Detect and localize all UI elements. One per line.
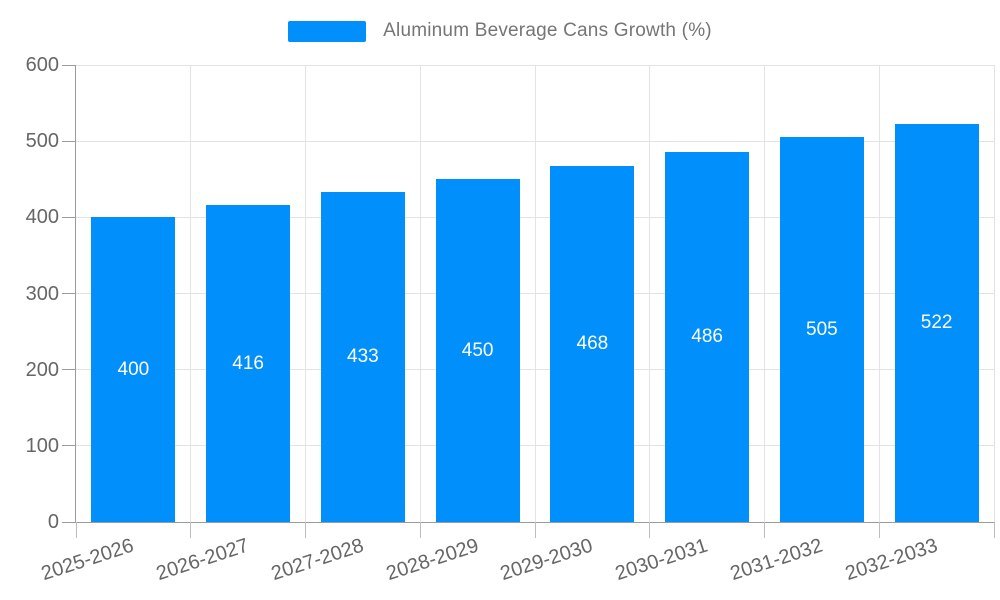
gridline-vertical	[993, 65, 995, 522]
y-axis-tick	[62, 521, 75, 523]
bar-data-label: 416	[232, 352, 264, 374]
x-axis-tick	[534, 522, 536, 538]
bar[interactable]: 522	[894, 124, 979, 522]
bar[interactable]: 400	[91, 217, 176, 522]
bar-data-label: 468	[576, 332, 609, 354]
bar-data-label: 486	[691, 325, 723, 347]
bar[interactable]: 450	[435, 179, 520, 522]
bar-data-label: 505	[806, 318, 838, 340]
y-axis-tick	[62, 445, 75, 447]
plot-area: 0 100 200 300 400 500 600 400 2025-2026 416 2026-2…	[26, 55, 995, 585]
bar-data-label: 400	[117, 358, 150, 380]
gridline-vertical	[419, 65, 421, 522]
gridline-vertical	[534, 65, 536, 522]
y-axis-tick-label: 200	[25, 358, 59, 381]
x-axis-tick	[419, 522, 421, 538]
x-axis-tick	[649, 522, 651, 538]
gridline-vertical	[305, 65, 306, 522]
legend[interactable]: Aluminum Beverage Cans Growth (%)	[0, 20, 1000, 42]
x-axis-tick	[75, 522, 77, 538]
legend-swatch-icon	[288, 20, 367, 42]
gridline-vertical	[190, 65, 192, 522]
y-axis-tick	[62, 293, 75, 294]
bar-data-label: 433	[347, 346, 379, 368]
bar[interactable]: 468	[550, 165, 635, 522]
bar-data-label: 522	[920, 312, 953, 334]
bar[interactable]: 416	[206, 205, 291, 522]
y-axis-tick-label: 600	[25, 54, 59, 76]
bar-data-label: 450	[461, 339, 494, 361]
y-axis-tick	[62, 369, 75, 371]
x-axis-tick	[764, 522, 765, 538]
gridline-vertical	[649, 65, 651, 522]
y-axis-tick	[62, 64, 75, 66]
bar[interactable]: 486	[665, 151, 750, 522]
x-axis-tick	[305, 522, 306, 538]
y-axis-tick-label: 400	[25, 206, 59, 229]
y-axis-tick	[62, 140, 75, 142]
y-axis-tick-label: 100	[25, 434, 59, 457]
legend-series-label: Aluminum Beverage Cans Growth (%)	[383, 20, 712, 41]
y-axis-tick-label: 300	[25, 282, 59, 305]
gridline-vertical	[878, 65, 880, 522]
bar[interactable]: 433	[320, 192, 405, 522]
y-axis-tick-label: 0	[47, 511, 59, 533]
y-axis-tick	[62, 216, 75, 218]
bar[interactable]: 505	[779, 137, 864, 522]
y-axis-tick-label: 500	[25, 130, 59, 153]
x-axis-tick	[878, 522, 880, 538]
x-axis-tick	[993, 522, 995, 538]
gridline-vertical	[764, 65, 765, 522]
x-axis-tick	[190, 522, 192, 538]
